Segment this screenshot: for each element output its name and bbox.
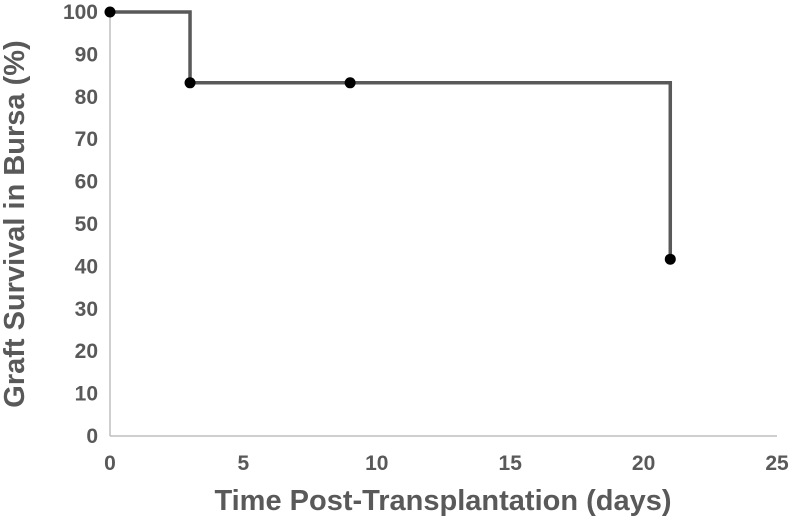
survival-step-line [110, 10, 673, 260]
x-tick-label: 15 [499, 452, 523, 475]
y-tick-label: 100 [63, 1, 98, 24]
data-point [184, 77, 196, 89]
x-tick-label: 25 [765, 452, 789, 475]
x-tick-label: 5 [238, 452, 250, 475]
y-tick-label: 10 [75, 383, 98, 406]
x-tick-label: 0 [104, 452, 116, 475]
x-axis-title: Time Post-Transplantation (days) [214, 485, 671, 517]
y-tick-label: 50 [75, 213, 98, 236]
y-tick-label: 90 [75, 43, 98, 66]
y-tick-label: 60 [75, 171, 98, 194]
x-tick-label: 10 [365, 452, 388, 475]
y-axis-title: Graft Survival in Bursa (%) [0, 40, 31, 407]
data-point [664, 253, 676, 265]
y-tick-label: 70 [75, 128, 98, 151]
y-tick-label: 80 [75, 86, 98, 109]
y-tick-label: 20 [75, 340, 98, 363]
plot-area: 0 10 20 30 40 50 60 70 80 90 100 0 5 10 15 20 25 [63, 1, 789, 475]
data-point [344, 77, 356, 89]
y-tick-label: 0 [86, 425, 98, 448]
y-tick-label: 40 [75, 255, 98, 278]
y-tick-label: 30 [75, 298, 98, 321]
x-tick-label: 20 [632, 452, 655, 475]
data-point [104, 6, 116, 18]
